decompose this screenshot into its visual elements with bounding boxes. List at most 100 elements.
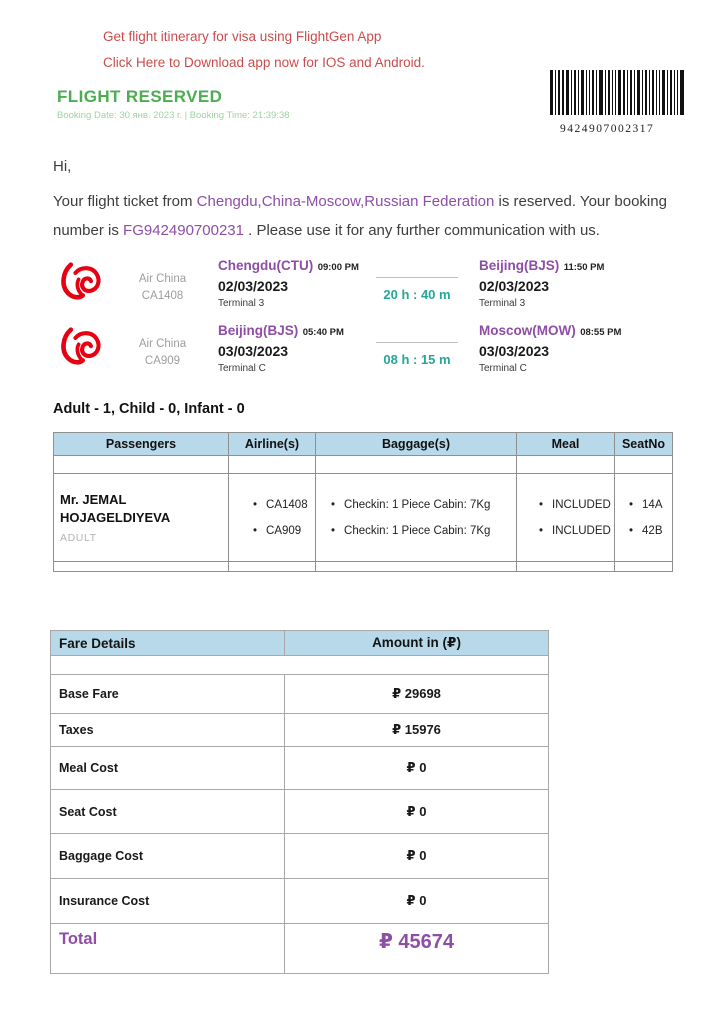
departure-time: 05:40 PM bbox=[302, 327, 344, 338]
airline-info: Air China CA909 bbox=[115, 322, 210, 370]
airlines-cell: CA1408 CA909 bbox=[228, 473, 316, 562]
fare-row-base-fare: Base Fare ₽ 29698 bbox=[50, 674, 549, 714]
fare-amount: ₽ 0 bbox=[284, 789, 549, 834]
fare-details-table: Fare Details Amount in (₽) Base Fare ₽ 2… bbox=[50, 630, 549, 974]
departure-time: 09:00 PM bbox=[317, 262, 359, 273]
airline-logo-icon bbox=[61, 262, 101, 300]
fare-row-insurance-cost: Insurance Cost ₽ 0 bbox=[50, 878, 549, 924]
header-fare-details: Fare Details bbox=[50, 630, 285, 656]
passenger-name-cell: Mr. JEMAL HOJAGELDIYEVA ADULT bbox=[53, 473, 229, 562]
greeting-hi: Hi, bbox=[53, 158, 72, 175]
seat-item: 42B bbox=[629, 525, 672, 537]
arrival-terminal: Terminal C bbox=[479, 363, 527, 374]
flight-status-title: FLIGHT RESERVED bbox=[57, 87, 223, 106]
air-china-logo bbox=[57, 322, 107, 375]
download-app-link[interactable]: Click Here to Download app now for IOS a… bbox=[103, 55, 425, 70]
barcode: 9424907002317 bbox=[550, 70, 690, 135]
flight-segment-1: Air China CA1408 Chengdu(CTU) 09:00 PM 0… bbox=[57, 257, 724, 310]
fare-row-meal-cost: Meal Cost ₽ 0 bbox=[50, 746, 549, 790]
spacer-row bbox=[53, 561, 673, 572]
total-amount: ₽ 45674 bbox=[284, 923, 549, 974]
meal-cell: INCLUDED INCLUDED bbox=[516, 473, 615, 562]
total-label: Total bbox=[50, 923, 285, 974]
airline-item: CA909 bbox=[253, 525, 315, 537]
booking-datetime: Booking Date: 30 янв. 2023 г. | Booking … bbox=[57, 110, 290, 121]
passenger-type: ADULT bbox=[60, 532, 97, 544]
spacer-row bbox=[50, 655, 549, 675]
duration-block: 08 h : 15 m bbox=[376, 322, 471, 367]
fare-label: Baggage Cost bbox=[50, 833, 285, 879]
fare-label: Base Fare bbox=[50, 674, 285, 714]
arrival-date: 03/03/2023 bbox=[479, 343, 550, 359]
departure-terminal: Terminal 3 bbox=[218, 298, 265, 309]
header-meal: Meal bbox=[516, 432, 615, 456]
spacer-row bbox=[53, 455, 673, 474]
fare-label: Insurance Cost bbox=[50, 878, 285, 924]
table-row: Mr. JEMAL HOJAGELDIYEVA ADULT CA1408 CA9… bbox=[53, 473, 673, 562]
duration-line bbox=[376, 277, 458, 278]
barcode-image bbox=[550, 70, 684, 115]
header-seatno: SeatNo bbox=[614, 432, 673, 456]
fare-label: Meal Cost bbox=[50, 746, 285, 790]
intro-paragraph: Your flight ticket from Chengdu,China-Mo… bbox=[53, 187, 681, 245]
promo-block: Get flight itinerary for visa using Flig… bbox=[103, 24, 425, 76]
air-china-logo bbox=[57, 257, 107, 310]
arrival-city: Beijing(BJS) bbox=[479, 258, 560, 273]
barcode-number: 9424907002317 bbox=[560, 123, 655, 135]
promo-text: Get flight itinerary for visa using Flig… bbox=[103, 29, 382, 44]
intro-text-post: . Please use it for any further communic… bbox=[243, 222, 600, 239]
header-airlines: Airline(s) bbox=[228, 432, 316, 456]
flight-duration: 20 h : 40 m bbox=[383, 287, 451, 302]
passenger-table: Passengers Airline(s) Baggage(s) Meal Se… bbox=[53, 432, 673, 572]
fare-label: Seat Cost bbox=[50, 789, 285, 834]
fare-amount: ₽ 15976 bbox=[284, 713, 549, 747]
flight-segments: Air China CA1408 Chengdu(CTU) 09:00 PM 0… bbox=[57, 257, 724, 375]
departure-info: Beijing(BJS) 05:40 PM 03/03/2023 Termina… bbox=[218, 322, 368, 374]
fare-table-header-row: Fare Details Amount in (₽) bbox=[50, 630, 549, 656]
flight-number: CA1408 bbox=[141, 290, 184, 302]
arrival-date: 02/03/2023 bbox=[479, 278, 550, 294]
intro-text-pre: Your flight ticket from bbox=[53, 193, 197, 210]
flight-duration: 08 h : 15 m bbox=[383, 352, 451, 367]
airline-info: Air China CA1408 bbox=[115, 257, 210, 305]
duration-line bbox=[376, 342, 458, 343]
fare-amount: ₽ 29698 bbox=[284, 674, 549, 714]
booking-status-block: FLIGHT RESERVED Booking Date: 30 янв. 20… bbox=[57, 87, 290, 121]
departure-city: Chengdu(CTU) bbox=[218, 258, 314, 273]
arrival-info: Beijing(BJS) 11:50 PM 02/03/2023 Termina… bbox=[479, 257, 654, 309]
route-text: Chengdu,China-Moscow,Russian Federation bbox=[196, 193, 495, 210]
arrival-time: 11:50 PM bbox=[563, 262, 605, 273]
greeting-section: Hi, Your flight ticket from Chengdu,Chin… bbox=[53, 158, 724, 245]
baggage-item: Checkin: 1 Piece Cabin: 7Kg bbox=[331, 525, 516, 537]
passenger-name: Mr. JEMAL HOJAGELDIYEVA bbox=[60, 492, 171, 525]
departure-info: Chengdu(CTU) 09:00 PM 02/03/2023 Termina… bbox=[218, 257, 368, 309]
baggage-cell: Checkin: 1 Piece Cabin: 7Kg Checkin: 1 P… bbox=[315, 473, 517, 562]
header-passengers: Passengers bbox=[53, 432, 229, 456]
intro-text-mid: is reserved. Your booking number is bbox=[53, 193, 667, 239]
airline-item: CA1408 bbox=[253, 499, 315, 511]
fare-amount: ₽ 0 bbox=[284, 878, 549, 924]
arrival-info: Moscow(MOW) 08:55 PM 03/03/2023 Terminal… bbox=[479, 322, 654, 374]
header-baggage: Baggage(s) bbox=[315, 432, 517, 456]
seat-item: 14A bbox=[629, 499, 672, 511]
passenger-table-header-row: Passengers Airline(s) Baggage(s) Meal Se… bbox=[53, 432, 673, 456]
fare-row-taxes: Taxes ₽ 15976 bbox=[50, 713, 549, 747]
departure-date: 03/03/2023 bbox=[218, 343, 289, 359]
arrival-time: 08:55 PM bbox=[580, 327, 622, 338]
baggage-item: Checkin: 1 Piece Cabin: 7Kg bbox=[331, 499, 516, 511]
flight-segment-2: Air China CA909 Beijing(BJS) 05:40 PM 03… bbox=[57, 322, 724, 375]
fare-amount: ₽ 0 bbox=[284, 833, 549, 879]
airline-logo-icon bbox=[61, 327, 101, 365]
meal-item: INCLUDED bbox=[539, 525, 614, 537]
flight-number: CA909 bbox=[144, 355, 181, 367]
fare-total-row: Total ₽ 45674 bbox=[50, 923, 549, 974]
fare-row-baggage-cost: Baggage Cost ₽ 0 bbox=[50, 833, 549, 879]
fare-amount: ₽ 0 bbox=[284, 746, 549, 790]
airline-name: Air China bbox=[138, 273, 187, 285]
header-amount: Amount in (₽) bbox=[284, 630, 549, 656]
departure-date: 02/03/2023 bbox=[218, 278, 289, 294]
arrival-city: Moscow(MOW) bbox=[479, 323, 576, 338]
arrival-terminal: Terminal 3 bbox=[479, 298, 526, 309]
passenger-count-summary: Adult - 1, Child - 0, Infant - 0 bbox=[53, 401, 245, 417]
